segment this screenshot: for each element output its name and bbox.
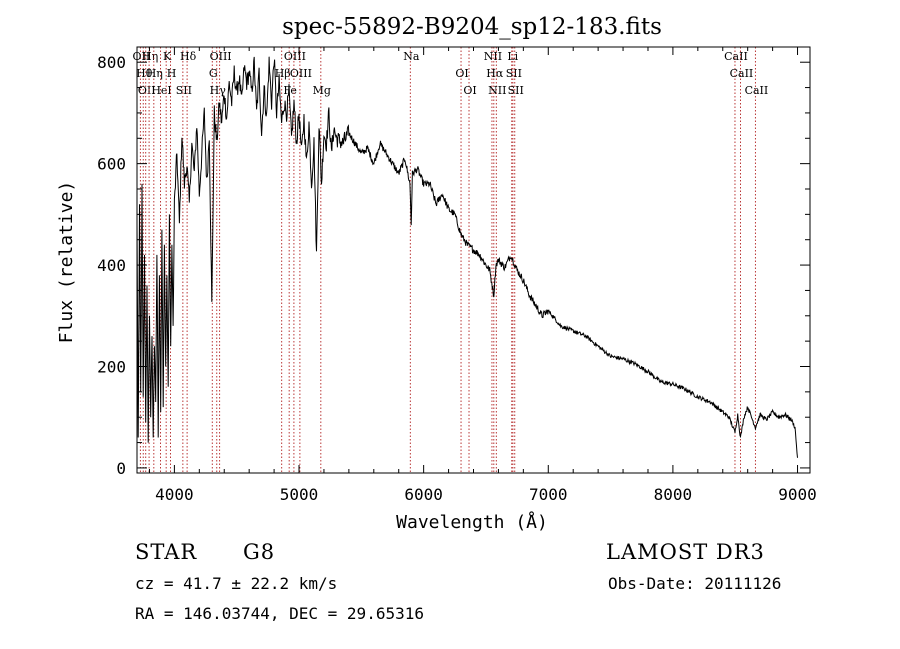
coordinates: RA = 146.03744, DEC = 29.65316 [135,604,424,623]
spectral-line-label: Hγ [210,84,227,97]
observation-date: Obs-Date: 20111126 [608,574,782,593]
y-tick-label: 200 [97,358,126,377]
spectral-line-label: SII [176,84,192,97]
axes: 4000 5000 6000 7000 8000 9000 0 200 400 600 800 [97,47,817,504]
spectral-line-label: K [163,50,172,63]
spectral-line-label: Hβ [275,67,291,80]
spectral-line-label: NII [488,84,506,97]
spectral-line-label: OII [138,84,156,97]
spectral-line-label: Mg [313,84,331,97]
spectral-line-label: OI [463,84,476,97]
spectral-line-label: SII [506,67,522,80]
x-tick-label: 7000 [529,485,568,504]
y-tick-label: 800 [97,53,126,72]
spectral-line-label: Hη [142,50,158,63]
spectral-line-label: OIII [284,50,306,63]
spectral-line-label: Hη [147,67,163,80]
spectral-line-label: SII [508,84,524,97]
spectral-line-label: CaII [730,67,754,80]
plot-frame [136,46,811,474]
y-tick-label: 0 [116,459,126,478]
x-axis-label: Wavelength (Å) [396,511,548,533]
spectral-line-label: Fe [283,84,297,97]
y-tick-label: 400 [97,256,126,275]
y-axis-label: Flux (relative) [56,181,77,344]
series-line-flux [136,56,798,458]
survey-name: LAMOST DR3 [606,540,765,564]
spectral-line-label: H [167,67,177,80]
y-tick-label: 600 [97,155,126,174]
object-class: STAR [135,540,198,564]
x-tick-label: 8000 [654,485,693,504]
redshift-velocity: cz = 41.7 ± 22.2 km/s [135,574,338,593]
spectral-line-label: Hδ [180,50,197,63]
plot-area [136,56,798,458]
spectral-line-label: CaII [724,50,748,63]
object-subclass: G8 [243,540,276,564]
x-tick-label: 6000 [404,485,443,504]
spectral-line-label: CaII [745,84,769,97]
spectral-line-label: Na [403,50,420,63]
spectral-line-label: OI [455,67,468,80]
chart-title: spec-55892-B9204_sp12-183.fits [282,14,662,40]
x-tick-label: 5000 [280,485,319,504]
spectral-line-label: OIII [290,67,312,80]
spectral-line-label: HeI [151,84,171,97]
spectral-line-markers: OIIHθOIIHηHηHeIKHSIIHδGHγOIIIHβFeOIIIOII… [133,47,769,473]
spectral-line-label: Hα [486,67,504,80]
spectral-line-label: Hθ [136,67,153,80]
spectral-line-label: Li [507,50,518,63]
x-tick-label: 4000 [155,485,194,504]
x-tick-label: 9000 [778,485,817,504]
spectral-line-label: G [209,67,218,80]
spectral-line-label: OIII [210,50,232,63]
spectral-line-label: NII [484,50,502,63]
